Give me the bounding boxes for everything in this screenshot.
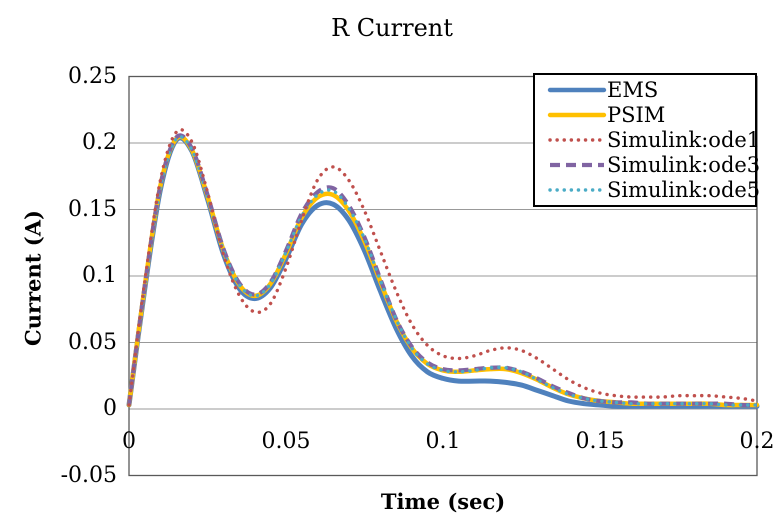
y-tick-label: 0.05 (68, 329, 117, 355)
y-tick-label: 0.2 (82, 130, 117, 155)
plot-border (128, 75, 758, 477)
y-tick-label: 0.15 (68, 196, 117, 222)
legend-label: PSIM (607, 102, 666, 127)
x-tick-label: 0 (122, 429, 136, 454)
legend-swatch-icon (548, 138, 606, 142)
legend-item-psim: PSIM (547, 103, 755, 127)
x-tick-label: 0.15 (575, 429, 625, 454)
legend-item-simulink-ode1: Simulink:ode1 (547, 128, 760, 152)
x-axis-title: Time (sec) (380, 489, 506, 514)
legend-item-ems: EMS (547, 78, 755, 102)
legend-swatch-icon (547, 112, 607, 117)
legend-label: Simulink:ode5 (607, 178, 761, 203)
legend-swatch-icon (548, 188, 606, 193)
y-axis-title: Current (A) (20, 210, 46, 346)
legend-label: Simulink:ode1 (607, 127, 761, 152)
y-tick-label: -0.05 (60, 462, 117, 488)
legend-swatch-icon (550, 163, 604, 168)
x-tick-label: 0.2 (739, 429, 775, 454)
legend-swatch-icon (547, 87, 607, 92)
y-tick-label: 0.1 (82, 263, 117, 288)
legend-item-simulink-ode3: Simulink:ode3 (547, 153, 760, 177)
series-line-simulink-ode1 (127, 128, 759, 407)
chart-title: R Current (331, 14, 453, 42)
legend-item-simulink-ode5: Simulink:ode5 (547, 178, 760, 202)
legend-label: EMS (607, 77, 659, 102)
y-tick-label: 0.25 (68, 63, 117, 89)
y-tick-label: 0 (103, 396, 117, 421)
x-tick-label: 0.1 (425, 429, 461, 454)
legend: EMS PSIM Simulink:ode1 Simulink:ode3 Simulin… (533, 73, 760, 207)
legend-label: Simulink:ode3 (607, 153, 761, 178)
x-tick-label: 0.05 (261, 429, 311, 454)
